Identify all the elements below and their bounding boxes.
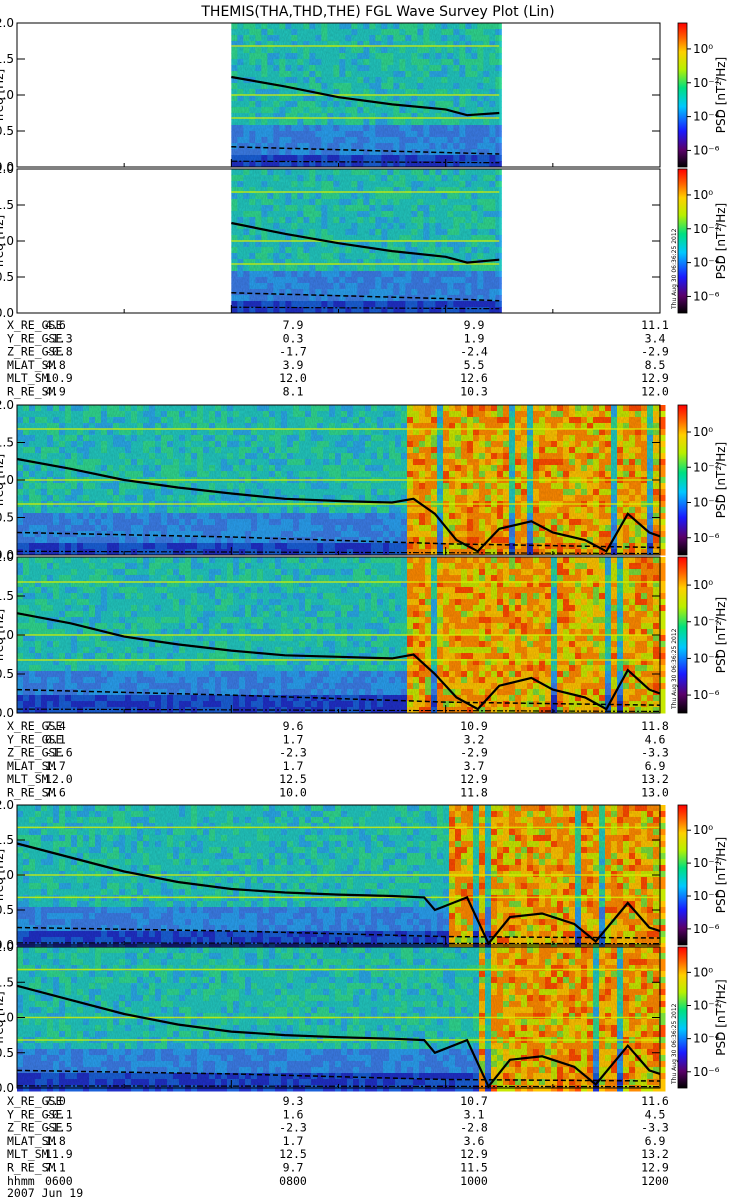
colorbar-label: PSD [nT²/Hz] <box>714 57 728 133</box>
ephemeris-name: Z_RE_GSE <box>7 345 62 359</box>
spectrogram-panel: 0.00.51.01.52.0THD B⊥freq [Hz]10⁰10⁻²10⁻… <box>0 398 728 562</box>
ephemeris-value: 7.9 <box>283 318 304 332</box>
spectrogram-panel: 0.00.51.01.52.0THA B∥freq [Hz]10⁰10⁻²10⁻… <box>0 162 728 320</box>
ephemeris-value: 9.9 <box>464 318 485 332</box>
colorbar <box>677 22 688 168</box>
dashed-lower-line <box>231 160 500 164</box>
y-tick-label: 0.0 <box>0 160 14 174</box>
ephemeris-value: 8.1 <box>283 385 304 399</box>
ephemeris-value: 10.9 <box>45 371 73 385</box>
y-tick-label: 1.0 <box>0 234 14 248</box>
y-tick-label: 2.0 <box>0 16 14 30</box>
gyrofrequency-line <box>231 221 500 264</box>
ephemeris-value: 12.9 <box>641 371 669 385</box>
ephemeris-value: 12.6 <box>460 371 488 385</box>
colorbar-label: PSD [nT²/Hz] <box>714 203 728 279</box>
ephemeris-value: -1.7 <box>279 345 307 359</box>
colorbar-tick-label: 10⁻⁴ <box>693 110 720 124</box>
ephemeris-name: R_RE_SM <box>7 385 56 399</box>
plot-title: THEMIS(THA,THD,THE) FGL Wave Survey Plot… <box>200 4 554 20</box>
dashed-lower-line <box>231 306 500 310</box>
probe-tha: 0.00.51.01.52.0THA B⊥freq [Hz]10⁰10⁻²10⁻… <box>0 16 728 399</box>
ephemeris-value: 8.5 <box>645 358 666 372</box>
figure-body: 0.00.51.01.52.0THA B⊥freq [Hz]10⁰10⁻²10⁻… <box>0 16 728 1200</box>
y-tick-label: 0.5 <box>0 124 14 138</box>
spectrogram-panel: 0.00.51.01.52.0THA B⊥freq [Hz]10⁰10⁻²10⁻… <box>0 16 728 174</box>
freq-axis-label: freq [Hz] <box>0 69 6 121</box>
ephemeris-value: 5.5 <box>464 358 485 372</box>
ephemeris-value: 3.4 <box>645 331 666 345</box>
colorbar-tick-label: 10⁻² <box>693 222 720 236</box>
ephemeris-value: 11.1 <box>641 318 669 332</box>
colorbar-tick-label: 10⁻² <box>693 76 720 90</box>
timestamp-stamp: Thu Aug 30 06:36:25 2012 <box>671 228 678 310</box>
y-tick-label: 1.0 <box>0 88 14 102</box>
ephemeris-value: -2.9 <box>641 345 669 359</box>
y-tick-label: 1.5 <box>0 198 14 212</box>
ephemeris-value: -1.3 <box>45 331 73 345</box>
ephemeris-name: MLAT_SM <box>7 358 56 372</box>
colorbar-tick-label: 10⁰ <box>693 42 713 56</box>
colorbar-tick-label: 10⁻⁶ <box>693 143 720 157</box>
y-tick-label: 2.0 <box>0 162 14 176</box>
freq-axis-label: freq [Hz] <box>0 215 6 267</box>
ephemeris-value: 12.0 <box>641 385 669 399</box>
ephemeris-value: 0.3 <box>283 331 304 345</box>
ephemeris-value: -2.4 <box>460 345 488 359</box>
colorbar-tick-label: 10⁻⁶ <box>693 289 720 303</box>
ephemeris-name: Y_RE_GSE <box>7 331 62 345</box>
dashed-upper-line <box>231 146 500 155</box>
y-tick-label: 0.5 <box>0 270 14 284</box>
colorbar-tick-label: 10⁰ <box>693 188 713 202</box>
dashed-upper-line <box>231 292 500 302</box>
colorbar <box>677 168 688 314</box>
ephemeris-name: X_RE_GSE <box>7 318 62 332</box>
colorbar-tick-label: 10⁻⁴ <box>693 256 720 270</box>
ephemeris-value: 10.3 <box>460 385 488 399</box>
ephemeris-value: 3.9 <box>283 358 304 372</box>
y-tick-label: 0.0 <box>0 306 14 320</box>
probe-thd: 0.00.51.01.52.0THD B⊥freq [Hz]10⁰10⁻²10⁻… <box>0 398 728 800</box>
ephemeris-name: MLT_SM <box>7 371 49 385</box>
ephemeris-value: 4.8 <box>45 358 66 372</box>
gyrofrequency-line <box>231 75 500 117</box>
ephemeris-value: 4.6 <box>45 318 66 332</box>
ephemeris-value: 4.9 <box>45 385 66 399</box>
ephemeris-value: 1.9 <box>464 331 485 345</box>
ephemeris-value: 12.0 <box>279 371 307 385</box>
y-tick-label: 1.5 <box>0 52 14 66</box>
ephemeris-value: -0.8 <box>45 345 73 359</box>
